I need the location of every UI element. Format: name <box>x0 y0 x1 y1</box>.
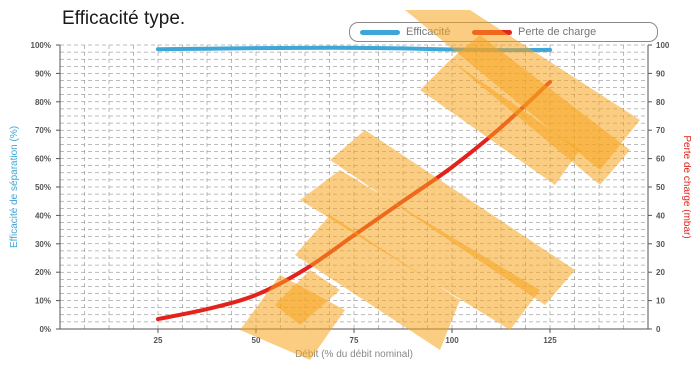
y-tick-label-left: 60% <box>35 155 51 164</box>
y-tick-label-right: 60 <box>656 155 665 164</box>
y-tick-label-left: 100% <box>31 41 51 50</box>
y-tick-label-left: 80% <box>35 98 51 107</box>
series-line-efficacite <box>156 45 552 53</box>
x-tick-label: 125 <box>543 336 557 345</box>
y-tick-label-right: 30 <box>656 240 665 249</box>
y-tick-label-left: 0% <box>39 325 51 334</box>
y-tick-label-left: 40% <box>35 211 51 220</box>
y-tick-label-left: 50% <box>35 183 51 192</box>
y-tick-label-right: 0 <box>656 325 661 334</box>
x-tick-label: 100 <box>445 336 459 345</box>
chart-grid <box>59 44 649 330</box>
y-tick-label-left: 20% <box>35 268 51 277</box>
chart-title: Efficacité type. <box>62 8 186 29</box>
y-tick-label-right: 100 <box>656 41 670 50</box>
y-tick-label-left: 10% <box>35 297 51 306</box>
y-tick-label-left: 30% <box>35 240 51 249</box>
y-tick-label-right: 40 <box>656 211 665 220</box>
y-tick-label-right: 80 <box>656 98 665 107</box>
y-tick-label-right: 90 <box>656 69 665 78</box>
x-tick-label: 75 <box>350 336 359 345</box>
legend-swatch-efficacite <box>360 29 400 35</box>
x-tick-label: 25 <box>154 336 163 345</box>
y-axis-label-left: Efficacité de séparation (%) <box>9 126 20 248</box>
x-tick-label: 50 <box>252 336 261 345</box>
y-tick-label-right: 10 <box>656 297 665 306</box>
y-tick-label-right: 70 <box>656 126 665 135</box>
chart-labels: 0% 10% 20% 30% 40% 50% 60% 70% 80% 90% 100% 0 10 20 30… <box>9 41 691 360</box>
y-tick-label-left: 90% <box>35 69 51 78</box>
x-axis-label: Débit (% du débit nominal) <box>295 349 413 360</box>
y-tick-label-left: 70% <box>35 126 51 135</box>
y-tick-label-right: 50 <box>656 183 665 192</box>
y-tick-label-right: 20 <box>656 268 665 277</box>
y-axis-label-right: Perte de charge (mbar) <box>681 135 691 238</box>
